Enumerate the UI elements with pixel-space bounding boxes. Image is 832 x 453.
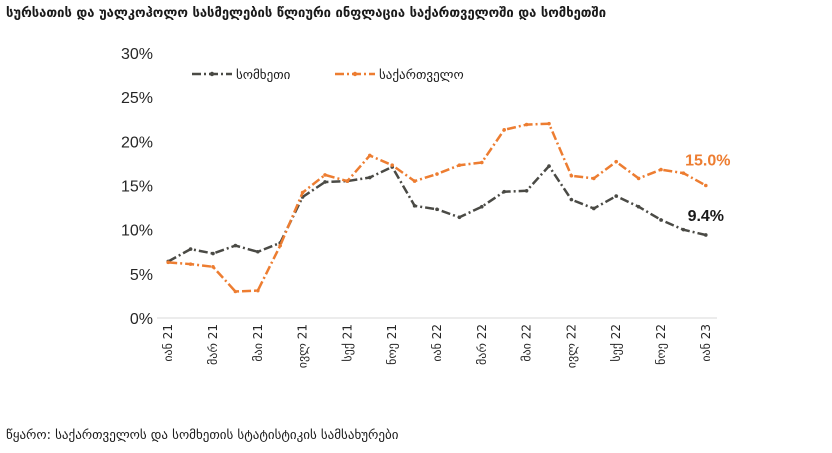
legend-label-armenia: სომხეთი <box>236 68 291 83</box>
data-point-georgia <box>233 289 238 294</box>
data-point-georgia <box>457 163 462 167</box>
data-point-georgia <box>211 264 215 269</box>
x-tick-label: მაი 22 <box>520 324 534 362</box>
x-tick-label: სექ 22 <box>609 324 623 362</box>
data-point-armenia <box>480 204 484 209</box>
chart-title: სურსათის და უალკოჰოლო სასმელების წლიური … <box>6 6 607 21</box>
data-point-armenia <box>614 194 618 198</box>
data-point-georgia <box>390 163 395 167</box>
data-point-georgia <box>323 173 327 177</box>
data-point-armenia <box>502 189 507 194</box>
data-point-georgia <box>188 262 193 266</box>
data-point-georgia <box>278 243 283 248</box>
legend: სომხეთი საქართველო <box>192 68 464 83</box>
data-point-georgia <box>435 172 439 176</box>
y-tick-label: 30% <box>121 46 153 63</box>
x-tick-label: იან 23 <box>699 324 713 362</box>
data-point-armenia <box>412 204 417 208</box>
end-label-armenia: 9.4% <box>688 208 724 225</box>
data-point-georgia <box>592 176 596 181</box>
y-tick-label: 25% <box>121 90 153 107</box>
data-point-georgia <box>569 173 574 178</box>
line-chart: 0% 5% 10% 15% 20% 25% 30% იან 21 მარ 21 მაი 21 ივ… <box>121 46 731 368</box>
series-layer: 9.4% 15.0% <box>166 121 730 294</box>
y-tick-label: 5% <box>130 267 153 284</box>
legend-label-georgia: საქართველო <box>379 68 464 83</box>
data-point-armenia <box>681 227 686 232</box>
data-point-georgia <box>547 121 551 126</box>
data-point-georgia <box>524 122 529 127</box>
legend-marker-armenia <box>209 71 215 77</box>
data-point-georgia <box>681 171 686 175</box>
data-point-armenia <box>188 247 193 251</box>
data-point-georgia <box>345 179 350 183</box>
x-tick-label: ივლ 21 <box>296 324 310 368</box>
x-tick-label: იან 21 <box>161 324 175 362</box>
data-point-georgia <box>636 176 641 181</box>
data-point-armenia <box>524 189 529 193</box>
data-point-georgia <box>166 260 170 265</box>
data-point-georgia <box>659 167 663 172</box>
y-tick-label: 10% <box>121 223 153 240</box>
x-axis: იან 21 მარ 21 მაი 21 ივლ 21 სექ 21 ნოე 21 იან … <box>157 317 717 368</box>
y-tick-label: 15% <box>121 179 153 196</box>
data-point-georgia <box>480 160 484 165</box>
data-point-armenia <box>592 206 596 211</box>
data-point-georgia <box>255 288 260 293</box>
y-axis: 0% 5% 10% 15% 20% 25% 30% <box>121 46 153 328</box>
x-tick-label: მარ 21 <box>206 324 220 365</box>
x-tick-label: მარ 22 <box>475 324 489 365</box>
data-point-georgia <box>300 190 305 195</box>
x-tick-label: ნოე 21 <box>385 324 399 365</box>
x-tick-label: ივლ 22 <box>564 324 578 368</box>
series-line-armenia <box>167 164 707 263</box>
data-point-armenia <box>211 251 215 256</box>
data-point-armenia <box>659 218 663 222</box>
data-point-armenia <box>457 215 462 220</box>
data-point-armenia <box>435 207 439 212</box>
end-label-georgia: 15.0% <box>685 153 730 170</box>
data-point-armenia <box>233 243 238 248</box>
data-point-georgia <box>412 179 417 183</box>
data-point-armenia <box>255 249 260 254</box>
data-point-armenia <box>323 180 327 184</box>
data-point-georgia <box>614 159 618 164</box>
data-point-georgia <box>704 183 708 188</box>
data-point-armenia <box>569 197 574 202</box>
data-point-armenia <box>368 175 372 180</box>
data-point-armenia <box>704 233 708 237</box>
source-note: წყარო: საქართველოს და სომხეთის სტატისტიკ… <box>6 428 399 443</box>
y-tick-label: 0% <box>130 311 153 328</box>
x-tick-label: იან 22 <box>430 324 444 362</box>
x-tick-label: სექ 21 <box>340 324 354 362</box>
x-tick-label: მაი 21 <box>251 324 265 362</box>
x-tick-label: ნოე 22 <box>654 324 668 365</box>
data-point-georgia <box>368 153 372 158</box>
y-tick-label: 20% <box>121 134 153 151</box>
data-point-georgia <box>502 128 507 132</box>
data-point-armenia <box>636 204 641 209</box>
data-point-armenia <box>547 164 551 168</box>
legend-marker-georgia <box>352 71 358 77</box>
